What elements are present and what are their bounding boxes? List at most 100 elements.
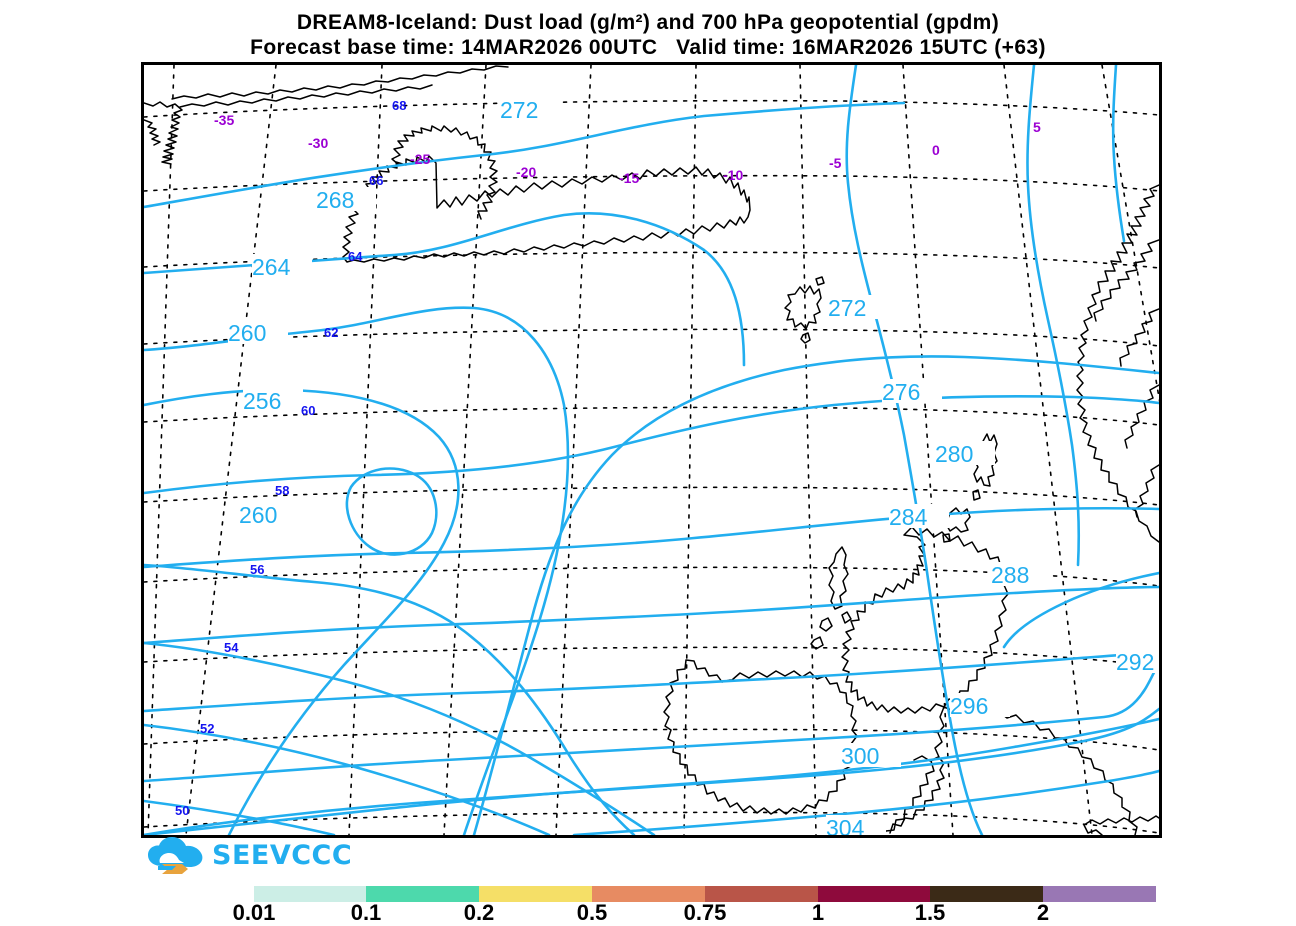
lon-label-0: 0: [932, 142, 940, 158]
svg-text:280: 280: [935, 441, 973, 467]
contour-label-300: 300: [841, 743, 901, 769]
colorbar-band-1: [366, 886, 479, 902]
colorbar-tick-0: 0.01: [232, 900, 276, 925]
contour-264: [144, 306, 570, 835]
lon-label-m5: -5: [829, 155, 842, 171]
contour-284: [144, 585, 1159, 645]
svg-text:260: 260: [228, 320, 266, 346]
contour-272-center: [472, 355, 1159, 835]
logo-text: SEEVCCC: [212, 840, 353, 871]
lon-label-m20: -20: [516, 164, 536, 180]
lon-label-m30: -30: [308, 135, 328, 151]
coastline-iceland-westfjords: [391, 125, 498, 220]
forecast-time-line: Forecast base time: 14MAR2026 00UTC Vali…: [250, 36, 1046, 59]
contour-304: [572, 769, 1159, 835]
contour-label-292: 292: [1116, 649, 1159, 675]
coastline-hebrides: [810, 546, 852, 650]
longitude-labels: -35 -30 -25 -20 -15 -10 -5 0 5: [214, 112, 1041, 186]
contour-300: [144, 717, 1159, 835]
contour-292: [144, 663, 1159, 783]
coastline-iceland: [342, 155, 751, 263]
colorbar-tick-1: 0.1: [350, 900, 382, 925]
coastline-norway: [1076, 184, 1159, 543]
lat-label-64: 64: [348, 249, 363, 264]
lat-label-50: 50: [175, 803, 189, 818]
colorbar[interactable]: [254, 886, 1156, 902]
lon-label-5: 5: [1033, 119, 1041, 135]
contour-288-hook: [1002, 571, 1159, 649]
contour-label-272-n: 272: [500, 97, 560, 123]
svg-text:292: 292: [1116, 649, 1154, 675]
svg-text:276: 276: [882, 379, 920, 405]
chart-title-block: DREAM8-Iceland: Dust load (g/m²) and 700…: [0, 10, 1296, 60]
svg-text:268: 268: [316, 187, 354, 213]
lat-label-68: 68: [392, 98, 406, 113]
lon-label-m35: -35: [214, 112, 234, 128]
contour-label-296: 296: [950, 693, 1010, 719]
contour-288: [144, 651, 1159, 713]
coastline-greenland: [144, 65, 509, 165]
svg-text:260: 260: [239, 502, 277, 528]
colorbar-band-7: [1043, 886, 1156, 902]
contour-label-264: 264: [252, 254, 312, 280]
contour-label-284: 284: [889, 504, 949, 530]
lat-label-62: 62: [324, 325, 338, 340]
coastline-france: [1083, 815, 1159, 835]
seevccc-logo[interactable]: SEEVCCC: [146, 836, 356, 876]
contour-268-far: [144, 799, 336, 835]
contour-label-260-l: 260: [239, 502, 299, 528]
contour-296: [144, 707, 1159, 835]
colorbar-band-0: [254, 886, 366, 902]
contour-268-lower: [144, 723, 551, 835]
contour-far-ne: [1111, 65, 1126, 243]
lon-label-m15: -15: [619, 170, 639, 186]
cloud-icon: [148, 837, 203, 874]
lat-label-58: 58: [275, 483, 289, 498]
colorbar-tick-5: 1: [811, 900, 825, 925]
lat-label-56: 56: [250, 562, 264, 577]
map-frame[interactable]: 272 268 264 260 256 260 272 276 280 284 …: [141, 62, 1162, 838]
svg-text:256: 256: [243, 388, 281, 414]
contour-label-276: 276: [882, 379, 942, 405]
lon-label-m25: -25: [410, 151, 430, 167]
contour-label-288: 288: [991, 562, 1051, 588]
coastline-scotland: [841, 526, 1011, 714]
colorbar-tick-2: 0.2: [463, 900, 495, 925]
contour-272-north: [144, 101, 906, 209]
svg-text:272: 272: [828, 295, 866, 321]
colorbar-band-2: [479, 886, 592, 902]
colorbar-band-5: [818, 886, 930, 902]
svg-text:272: 272: [500, 97, 538, 123]
colorbar-tick-4: 0.75: [683, 900, 727, 925]
contour-264-lower: [144, 641, 656, 835]
svg-text:300: 300: [841, 743, 879, 769]
contour-label-268: 268: [316, 187, 376, 213]
svg-text:284: 284: [889, 504, 928, 530]
colorbar-tick-7: 2: [1036, 900, 1050, 925]
latitude-labels: 68 66 64 62 60 58 56 54 52 50: [175, 98, 406, 818]
lat-label-52: 52: [200, 721, 214, 736]
svg-text:264: 264: [252, 254, 291, 280]
colorbar-tick-3: 0.5: [576, 900, 608, 925]
contour-label-304: 304: [826, 815, 886, 835]
colorbar-band-4: [705, 886, 818, 902]
contour-280-ne: [1026, 65, 1081, 567]
svg-text:288: 288: [991, 562, 1029, 588]
colorbar-tick-6: 1.5: [914, 900, 946, 925]
colorbar-tick-labels: 0.01 0.1 0.2 0.5 0.75 1 1.5 2: [0, 900, 1296, 926]
svg-text:304: 304: [826, 815, 865, 835]
svg-text:296: 296: [950, 693, 988, 719]
contour-label-256: 256: [243, 388, 303, 414]
contour-276: [144, 394, 1159, 495]
contour-label-260-u: 260: [228, 320, 288, 346]
lat-label-54: 54: [224, 640, 239, 655]
lat-label-60: 60: [301, 403, 315, 418]
lat-label-66: 66: [369, 173, 383, 188]
contour-280: [144, 506, 1159, 569]
coastline-ireland: [663, 659, 858, 815]
contour-256-center: [345, 467, 438, 556]
contour-labels: 272 268 264 260 256 260 272 276 280 284 …: [228, 97, 1159, 835]
colorbar-band-3: [592, 886, 705, 902]
lon-label-m10: -10: [723, 167, 743, 183]
contour-map[interactable]: 272 268 264 260 256 260 272 276 280 284 …: [144, 65, 1159, 835]
